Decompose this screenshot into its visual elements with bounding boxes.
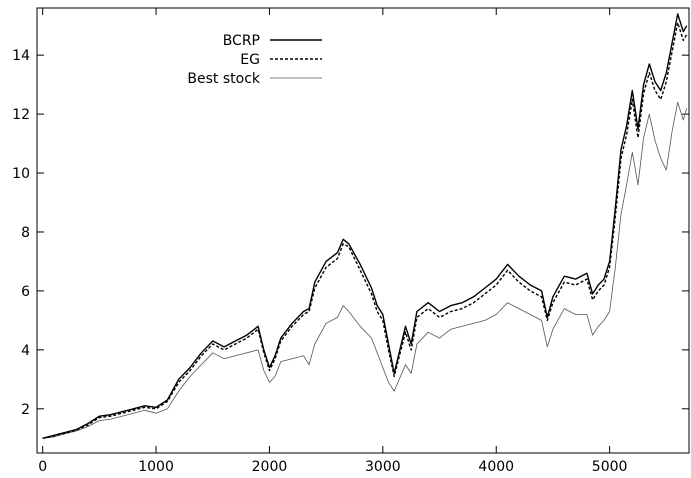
plot-frame	[36, 7, 690, 454]
y-tick-label: 6	[21, 284, 30, 300]
series-line-bcrp	[42, 13, 688, 439]
legend-label-best-stock: Best stock	[187, 71, 260, 87]
series-line-eg	[42, 22, 688, 439]
legend-label-eg: EG	[240, 52, 260, 68]
y-tick-label: 8	[21, 225, 30, 241]
y-tick-label: 4	[21, 343, 30, 359]
x-axis: 0 1000 2000 3000 4000 5000	[38, 8, 627, 475]
legend: BCRP EG Best stock	[187, 33, 322, 87]
x-tick-label: 1000	[138, 459, 174, 475]
legend-label-bcrp: BCRP	[223, 33, 260, 49]
y-tick-label: 10	[12, 166, 30, 182]
y-tick-label: 14	[12, 48, 30, 64]
x-tick-label: 3000	[365, 459, 401, 475]
x-tick-label: 4000	[478, 459, 514, 475]
x-tick-label: 0	[38, 459, 47, 475]
y-tick-label: 12	[12, 107, 30, 123]
series-line-best-stock	[42, 101, 688, 439]
y-tick-label: 2	[21, 402, 30, 418]
x-tick-label: 5000	[592, 459, 628, 475]
x-tick-label: 2000	[252, 459, 288, 475]
y-axis: 2 4 6 8 10 12 14	[12, 48, 689, 418]
series-lines	[42, 13, 688, 439]
